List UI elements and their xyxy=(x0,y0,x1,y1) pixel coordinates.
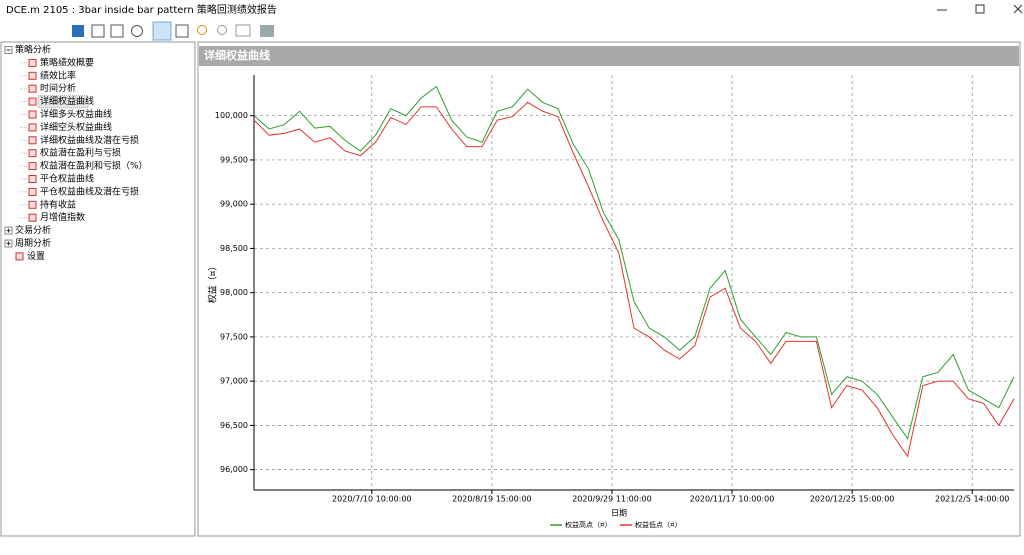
node-icon xyxy=(28,110,37,119)
zoom-in-button[interactable] xyxy=(197,25,207,35)
legend-label: 权益高点（¤） xyxy=(565,520,611,529)
tree-node[interactable]: 详细权益曲线及潜在亏损 xyxy=(40,134,139,146)
series-line xyxy=(253,101,1015,458)
node-icon xyxy=(28,213,37,222)
node-icon xyxy=(28,71,37,80)
y-axis-label: 权益（¤） xyxy=(207,262,219,304)
node-icon xyxy=(28,123,37,132)
pan-button[interactable] xyxy=(175,24,189,38)
y-tick-label: 96,000 xyxy=(220,465,248,474)
tree-node[interactable]: 详细多头权益曲线 xyxy=(40,108,112,120)
window-title: DCE.m 2105 : 3bar inside bar pattern 策略回… xyxy=(6,3,277,16)
x-tick-label: 2020/11/17 10:00:00 xyxy=(690,495,775,504)
y-tick-label: 98,000 xyxy=(220,288,248,297)
tree-node[interactable]: 详细空头权益曲线 xyxy=(40,121,112,133)
copy-button[interactable] xyxy=(91,24,105,38)
zoom-out-button[interactable] xyxy=(217,25,227,35)
y-tick-label: 97,000 xyxy=(220,377,248,386)
tree-node[interactable]: 策略分析 xyxy=(15,44,51,56)
legend-label: 权益低点（¤） xyxy=(635,520,681,529)
node-icon xyxy=(15,252,24,261)
tree-node[interactable]: 设置 xyxy=(27,251,45,262)
node-icon xyxy=(28,187,37,196)
toolbar xyxy=(72,21,274,41)
node-icon xyxy=(28,149,37,158)
node-icon xyxy=(28,84,37,93)
x-tick-label: 2020/12/25 15:00:00 xyxy=(810,495,895,504)
tree-node[interactable]: 详细权益曲线 xyxy=(40,95,94,107)
tree-node[interactable]: 持有收益 xyxy=(40,198,76,210)
y-tick-label: 99,500 xyxy=(220,155,248,164)
tree-node[interactable]: 策略绩效概要 xyxy=(40,56,94,68)
window-controls[interactable] xyxy=(937,4,1023,14)
y-tick-label: 98,500 xyxy=(220,244,248,253)
fit-button[interactable] xyxy=(235,24,251,37)
selection xyxy=(37,95,89,109)
tree-node[interactable]: 交易分析 xyxy=(15,224,51,236)
content-panel xyxy=(197,41,1021,537)
series-line xyxy=(253,85,1015,440)
y-tick-label: 99,000 xyxy=(220,200,248,209)
tree-node[interactable]: 绩效比率 xyxy=(40,69,76,81)
y-tick-label: 97,500 xyxy=(220,332,248,341)
panel-title: 详细权益曲线 xyxy=(204,48,270,62)
tree-node[interactable]: 权益潜在盈利和亏损（%） xyxy=(40,160,148,172)
node-icon xyxy=(28,162,37,171)
tree-node[interactable]: 平仓权益曲线及潜在亏损 xyxy=(40,185,139,197)
x-tick-label: 2020/8/19 15:00:00 xyxy=(452,495,532,504)
x-tick-label: 2020/9/29 11:00:00 xyxy=(572,495,652,504)
save-button[interactable] xyxy=(72,25,84,37)
tree-node[interactable]: 周期分析 xyxy=(15,237,51,249)
y-tick-label: 100,000 xyxy=(215,111,248,120)
settings-button[interactable] xyxy=(131,25,143,37)
node-icon xyxy=(28,175,37,183)
tree-node[interactable]: 时间分析 xyxy=(40,82,76,94)
chart-button[interactable] xyxy=(260,25,274,37)
x-tick-label: 2020/7/10 10:00:00 xyxy=(332,495,412,504)
chart: 96,000 96,500 97,000 97,500 98,000 98,500 99,0… xyxy=(207,75,1015,529)
tree-node[interactable]: 平仓权益曲线 xyxy=(40,173,94,185)
tree-node[interactable]: 权益潜在盈利与亏损 xyxy=(40,147,121,159)
node-icon xyxy=(28,136,37,145)
node-icon xyxy=(28,58,37,67)
node-icon xyxy=(28,200,37,209)
y-tick-label: 96,500 xyxy=(220,421,248,430)
panel-header xyxy=(199,46,1019,66)
tree-node[interactable]: 月增值指数 xyxy=(40,211,85,223)
cursor-button[interactable] xyxy=(152,21,172,41)
x-axis-label: 日期 xyxy=(611,509,627,518)
print-button[interactable] xyxy=(110,24,124,38)
tree: 策略分析策略绩效概要绩效比率时间分析详细权益曲线详细多头权益曲线详细空头权益曲线… xyxy=(4,44,148,262)
x-tick-label: 2021/2/5 14:00:00 xyxy=(935,495,1009,504)
node-icon xyxy=(28,97,37,106)
